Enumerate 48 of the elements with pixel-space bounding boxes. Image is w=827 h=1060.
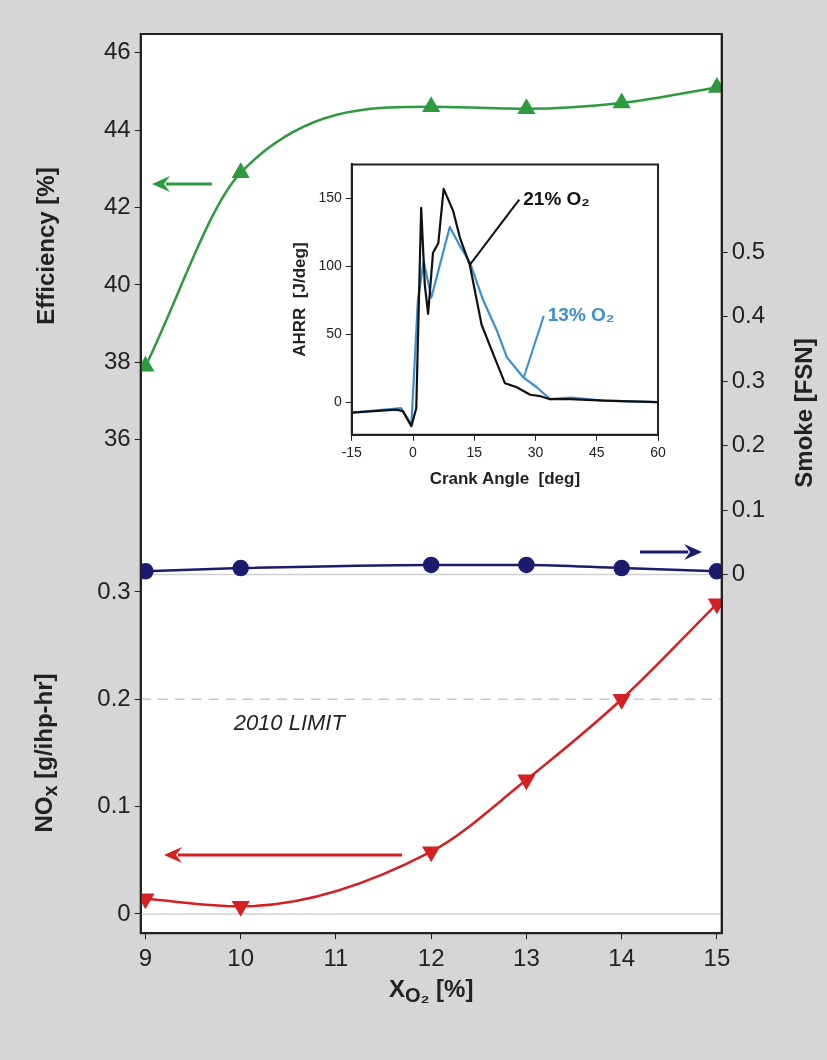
- y-tick-label: 36: [103, 424, 131, 452]
- x-tick-label: 12: [417, 944, 445, 972]
- y2-tick-label: 0.3: [731, 365, 766, 393]
- y2-tick-label: 0.5: [731, 236, 766, 264]
- y-axis-title: Efficiency [%]: [31, 167, 60, 325]
- y-tick-label: 100: [318, 257, 342, 274]
- x-tick-label: 60: [650, 444, 666, 461]
- x-tick-label: 15: [703, 944, 731, 972]
- y-tick-label: 50: [326, 325, 342, 342]
- y2-tick-label: 0.1: [731, 494, 766, 522]
- point: [613, 559, 630, 577]
- x-tick-label: 10: [227, 944, 255, 972]
- x-tick-label: -15: [341, 444, 363, 461]
- text: 21% O₂: [523, 187, 590, 209]
- x-tick-label: 11: [323, 944, 349, 972]
- y3-tick-label: 0.2: [97, 683, 131, 711]
- x-tick-label: 13: [513, 944, 540, 972]
- y-tick-label: 0: [333, 393, 342, 410]
- y-tick-label: 40: [103, 269, 131, 297]
- point: [422, 97, 440, 113]
- x-axis-title: X$_{O₂}$ [%]: [388, 974, 474, 1008]
- y2-tick-label: 0: [731, 559, 745, 587]
- text: 13% O₂: [547, 304, 615, 326]
- y2-axis-title: Smoke [FSN]: [789, 338, 818, 488]
- x-tick-label: 0: [409, 444, 418, 461]
- y-tick-label: 38: [103, 347, 131, 375]
- y2-tick-label: 0.2: [731, 430, 766, 458]
- x-tick-label: 15: [466, 444, 483, 461]
- x-axis-title: Crank Angle [deg]: [429, 469, 581, 489]
- x-tick-label: 9: [138, 944, 153, 972]
- y-tick-label: 42: [103, 192, 131, 220]
- point: [518, 556, 535, 574]
- point: [232, 163, 249, 178]
- y3-tick-label: 0.3: [97, 576, 131, 604]
- x-tick-label: 30: [527, 444, 544, 461]
- y-tick-label: 44: [103, 114, 131, 142]
- point: [613, 93, 630, 109]
- y-axis-title: AHRR [J/deg]: [289, 242, 309, 357]
- point: [232, 559, 249, 577]
- y2-tick-label: 0.4: [731, 301, 766, 329]
- y3-tick-label: 0.1: [97, 791, 131, 819]
- x-tick-label: 45: [588, 444, 605, 461]
- point: [518, 99, 535, 114]
- ref-line-label: 2010 LIMIT: [232, 710, 347, 736]
- x-tick-label: 14: [608, 944, 635, 972]
- y-tick-label: 150: [318, 189, 342, 206]
- point: [422, 556, 440, 574]
- y-tick-label: 46: [103, 37, 131, 65]
